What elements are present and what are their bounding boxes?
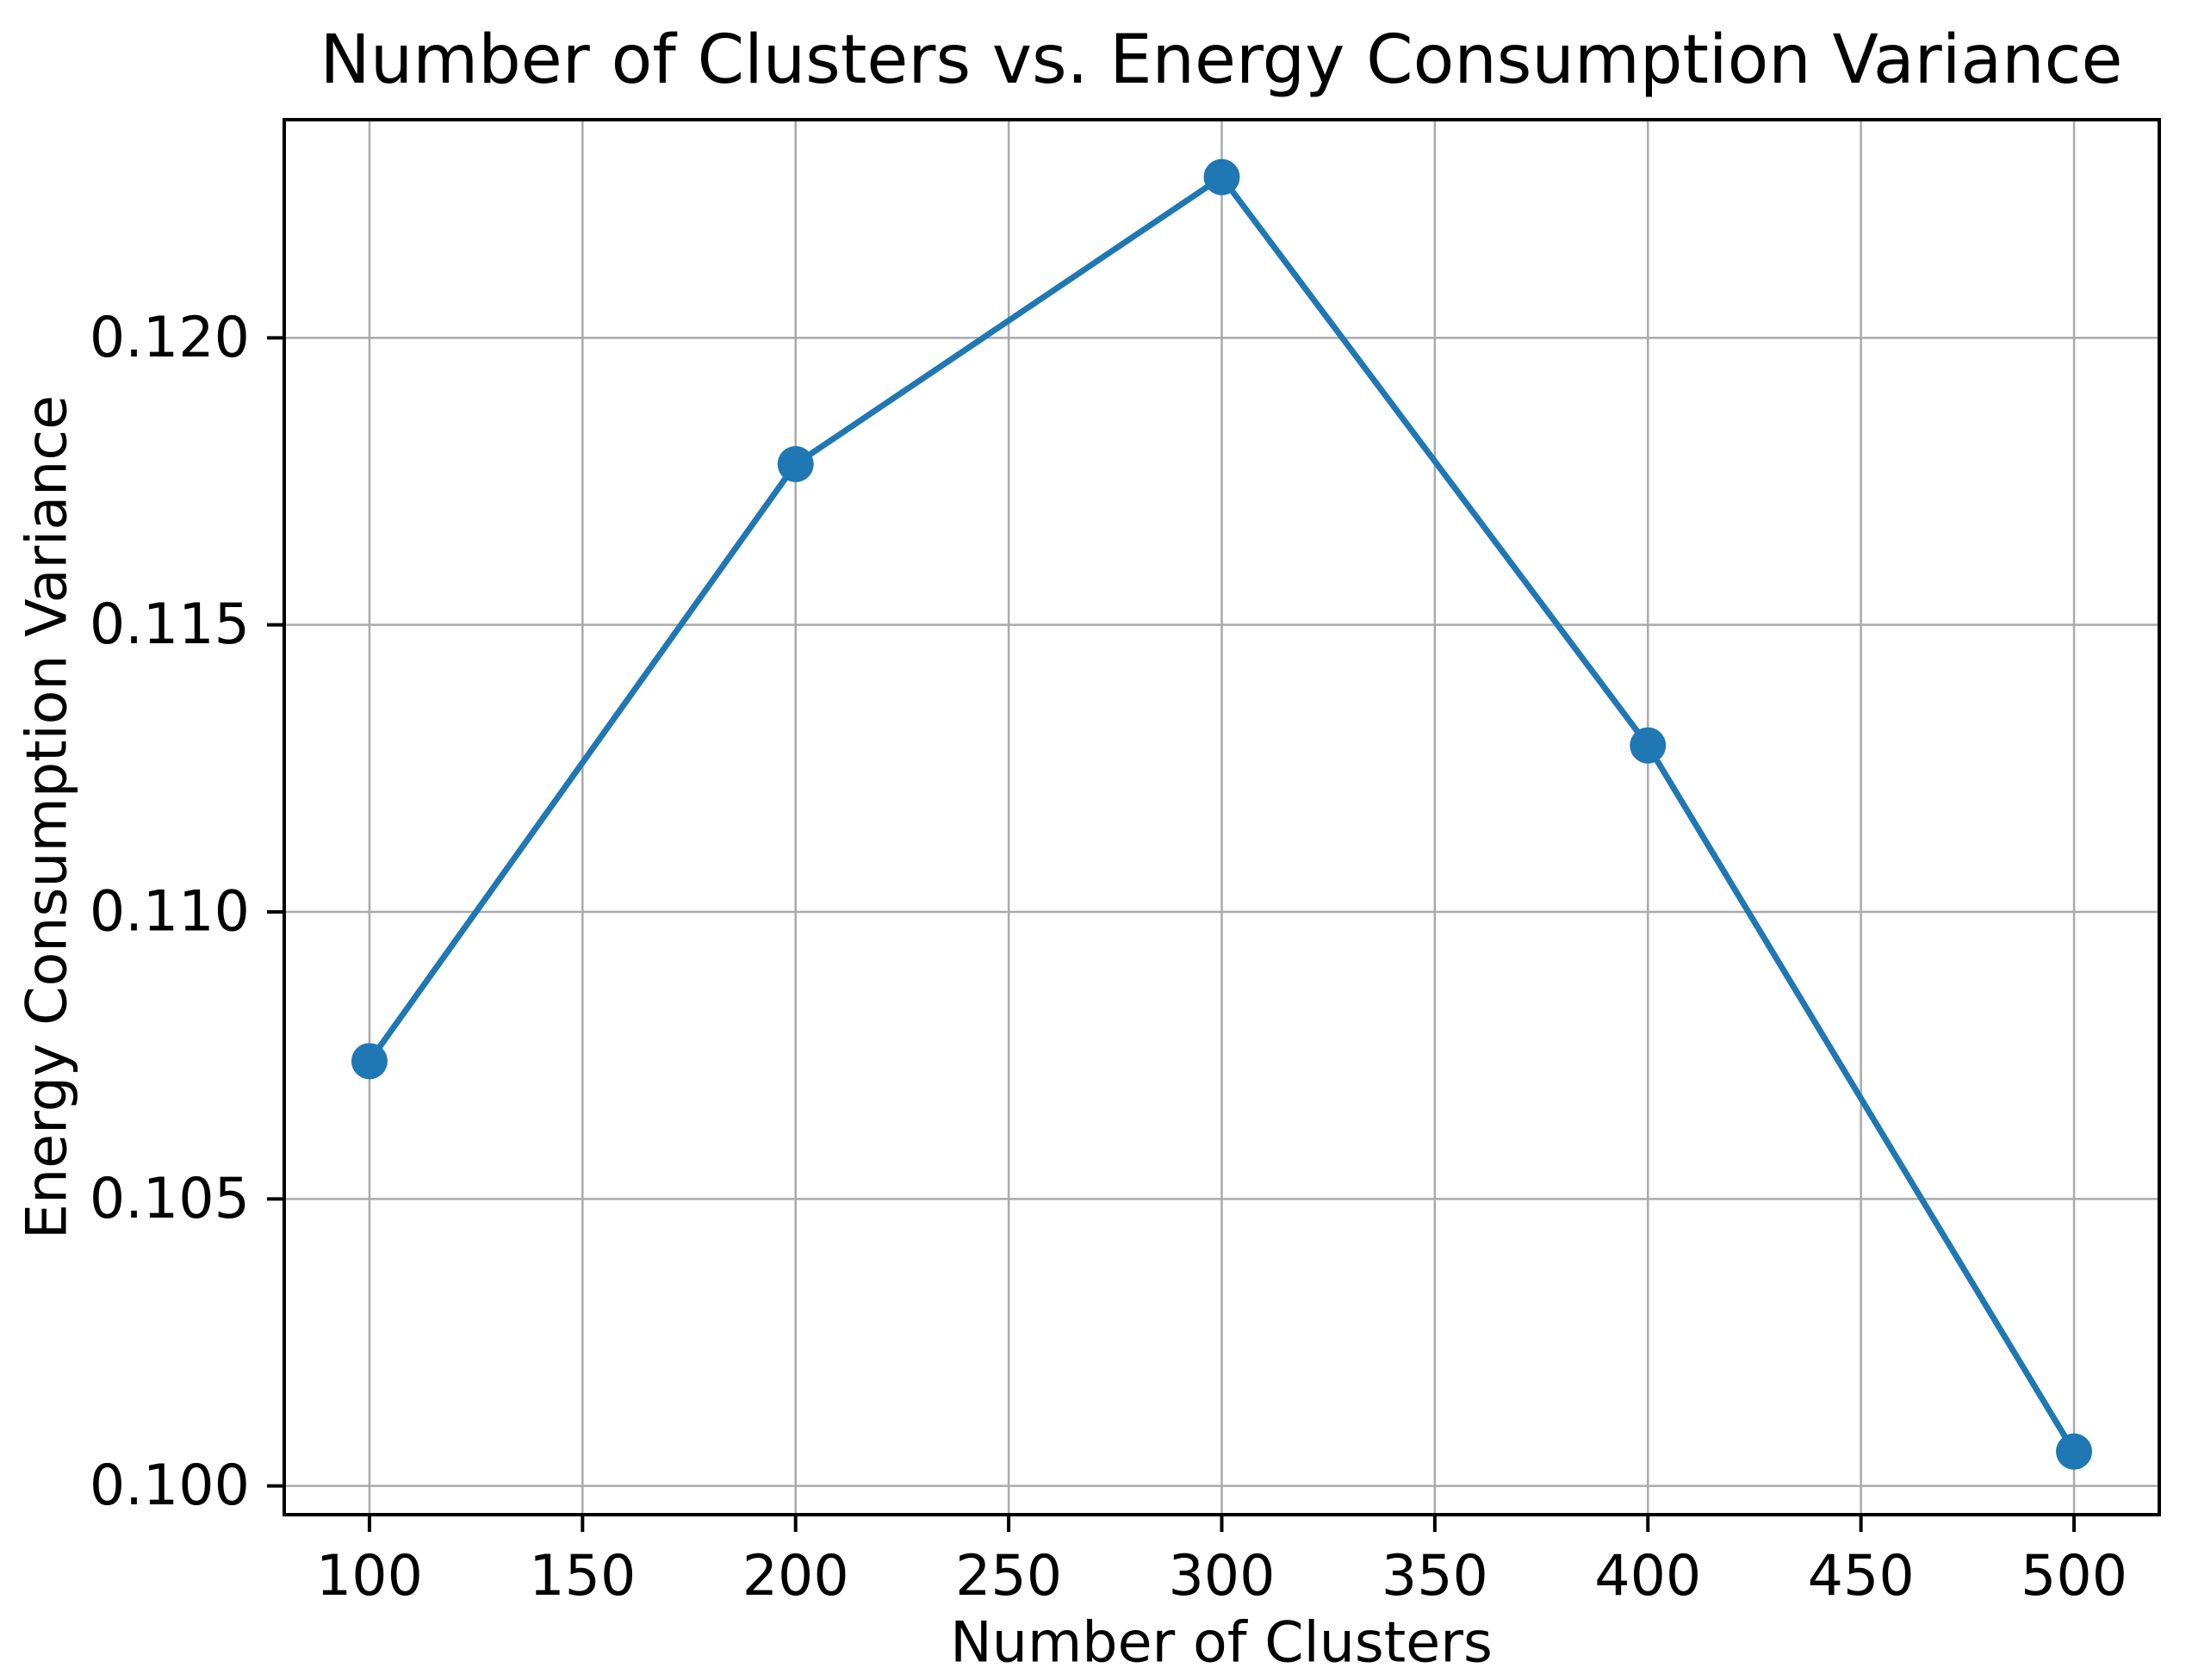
x-tick-label: 300: [1168, 1544, 1275, 1609]
x-tick-label: 400: [1594, 1544, 1701, 1609]
data-point: [777, 446, 814, 482]
x-tick-label: 200: [742, 1544, 849, 1609]
data-point: [2056, 1433, 2093, 1470]
data-point: [1630, 727, 1667, 764]
data-point: [1203, 158, 1240, 195]
x-tick-label: 500: [2021, 1544, 2127, 1609]
x-tick-label: 350: [1382, 1544, 1488, 1609]
data-point: [351, 1043, 388, 1080]
x-tick-label: 100: [316, 1544, 423, 1609]
x-tick-label: 450: [1808, 1544, 1915, 1609]
y-tick-label: 0.110: [90, 880, 250, 945]
chart-title: Number of Clusters vs. Energy Consumptio…: [320, 22, 2123, 99]
y-tick-label: 0.100: [90, 1454, 250, 1518]
y-tick-label: 0.120: [90, 306, 250, 370]
x-tick-label: 250: [955, 1544, 1062, 1609]
x-axis-label: Number of Clusters: [950, 1610, 1493, 1676]
x-tick-label: 150: [529, 1544, 636, 1609]
y-tick-label: 0.115: [90, 592, 250, 657]
y-tick-label: 0.105: [90, 1167, 250, 1231]
